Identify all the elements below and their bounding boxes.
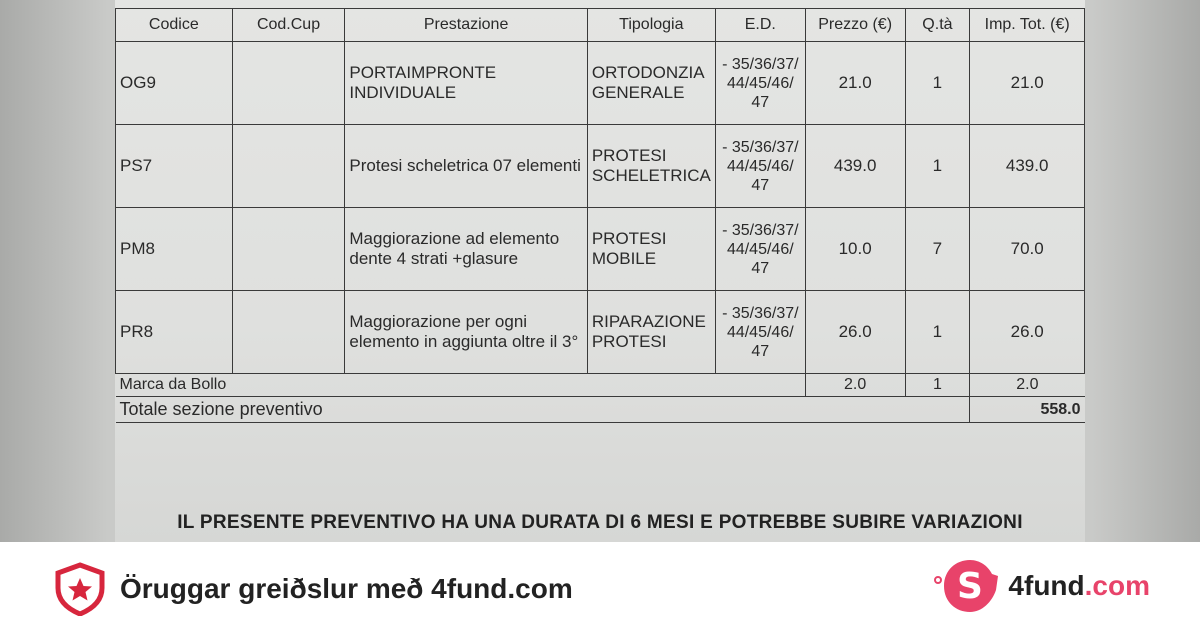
ed-cell: - 35/36/37/ 44/45/46/ 47 <box>714 41 806 125</box>
header-cell: Q.tà <box>904 8 971 42</box>
qta-cell: 1 <box>904 290 971 374</box>
prezzo-cell: 21.0 <box>804 41 906 125</box>
codice-cell: PS7 <box>115 124 233 208</box>
brand-logo[interactable]: S 4fund.com <box>930 556 1150 616</box>
bollo-prezzo: 2.0 <box>804 373 905 397</box>
totale-label: Totale sezione preventivo <box>115 396 970 423</box>
totale-value: 558.0 <box>969 396 1085 423</box>
svg-text:S: S <box>957 566 983 607</box>
document-photo: Codice Cod.Cup Prestazione Tipologia E.D… <box>0 0 1200 542</box>
ed-cell: - 35/36/37/ 44/45/46/ 47 <box>714 207 806 291</box>
secure-payments: Öruggar greiðslur með 4fund.com <box>54 562 573 616</box>
header-cell: Prezzo (€) <box>804 8 906 42</box>
estimate-paper: Codice Cod.Cup Prestazione Tipologia E.D… <box>115 0 1085 542</box>
cod-cup-cell <box>231 207 346 291</box>
imp-cell: 439.0 <box>969 124 1085 208</box>
tipologia-cell: PROTESI MOBILE <box>586 207 716 291</box>
cod-cup-cell <box>231 290 346 374</box>
bollo-row: Marca da Bollo 2.0 1 2.0 <box>115 373 1085 397</box>
cod-cup-cell <box>231 124 346 208</box>
qta-cell: 1 <box>904 41 971 125</box>
prezzo-cell: 439.0 <box>804 124 906 208</box>
brand-tld: .com <box>1084 570 1150 601</box>
prestazione-cell: PORTAIMPRONTE INDIVIDUALE <box>344 41 588 125</box>
bollo-qta: 1 <box>904 373 970 397</box>
prestazione-cell: Maggiorazione ad elemento dente 4 strati… <box>344 207 588 291</box>
totale-row: Totale sezione preventivo 558.0 <box>115 396 1085 423</box>
table-row: PS7 Protesi scheletrica 07 elementi PROTES… <box>115 124 1085 208</box>
prezzo-cell: 10.0 <box>804 207 906 291</box>
brand-name: 4fund.com <box>1008 570 1150 602</box>
imp-cell: 21.0 <box>969 41 1085 125</box>
cod-cup-cell <box>231 41 346 125</box>
header-cell: Cod.Cup <box>231 8 346 42</box>
table-row: OG9 PORTAIMPRONTE INDIVIDUALE ORTODONZIA G… <box>115 41 1085 125</box>
bollo-label: Marca da Bollo <box>115 373 806 397</box>
brand-word: 4fund <box>1008 570 1085 601</box>
imp-cell: 70.0 <box>969 207 1085 291</box>
shield-star-icon <box>55 562 105 616</box>
header-cell: Imp. Tot. (€) <box>969 8 1085 42</box>
prestazione-cell: Maggiorazione per ogni elemento in aggiu… <box>344 290 588 374</box>
validity-note: IL PRESENTE PREVENTIVO HA UNA DURATA DI … <box>177 512 1023 533</box>
table-row: PM8 Maggiorazione ad elemento dente 4 str… <box>115 207 1085 291</box>
codice-cell: PM8 <box>115 207 233 291</box>
footer-banner: Öruggar greiðslur með 4fund.com S 4fund.… <box>0 542 1200 630</box>
header-cell: Tipologia <box>586 8 716 42</box>
tipologia-cell: PROTESI SCHELETRICA <box>586 124 716 208</box>
prestazione-cell: Protesi scheletrica 07 elementi <box>344 124 588 208</box>
ed-cell: - 35/36/37/ 44/45/46/ 47 <box>714 124 806 208</box>
table-header: Codice Cod.Cup Prestazione Tipologia E.D… <box>115 8 1085 42</box>
qta-cell: 1 <box>904 124 971 208</box>
piggy-bank-dollar-icon: S <box>934 560 999 612</box>
ed-cell: - 35/36/37/ 44/45/46/ 47 <box>714 290 806 374</box>
codice-cell: OG9 <box>115 41 233 125</box>
table-row: PR8 Maggiorazione per ogni elemento in ag… <box>115 290 1085 374</box>
estimate-table: Codice Cod.Cup Prestazione Tipologia E.D… <box>115 8 1085 423</box>
prezzo-cell: 26.0 <box>804 290 906 374</box>
qta-cell: 7 <box>904 207 971 291</box>
header-cell: Prestazione <box>344 8 588 42</box>
bollo-imp: 2.0 <box>969 373 1085 397</box>
tipologia-cell: ORTODONZIA GENERALE <box>586 41 716 125</box>
tipologia-cell: RIPARAZIONE PROTESI <box>586 290 716 374</box>
header-cell: Codice <box>115 8 233 42</box>
codice-cell: PR8 <box>115 290 233 374</box>
header-cell: E.D. <box>714 8 806 42</box>
imp-cell: 26.0 <box>969 290 1085 374</box>
secure-text: Öruggar greiðslur með 4fund.com <box>120 573 573 604</box>
